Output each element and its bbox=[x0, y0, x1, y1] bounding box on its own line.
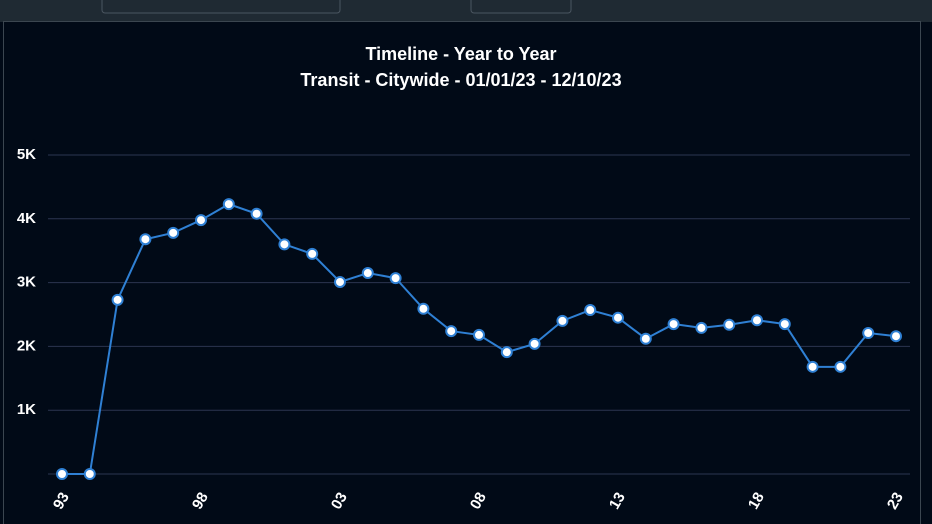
point bbox=[278, 238, 291, 251]
point bbox=[195, 214, 207, 227]
x-tick-label: 13 bbox=[606, 489, 629, 512]
point bbox=[222, 198, 235, 211]
x-tick-label: 98 bbox=[189, 489, 212, 512]
point bbox=[56, 468, 68, 480]
x-tick-label: 18 bbox=[745, 489, 768, 512]
point bbox=[473, 328, 485, 341]
dropdown[interactable] bbox=[101, 0, 341, 14]
point bbox=[445, 325, 458, 338]
point bbox=[584, 304, 597, 317]
y-tick-label: 1K bbox=[17, 401, 36, 418]
point bbox=[250, 207, 263, 220]
x-tick-label: 23 bbox=[884, 489, 907, 512]
x-tick-label: 08 bbox=[467, 489, 490, 512]
point bbox=[167, 226, 180, 239]
chart-subtitle: Transit - Citywide - 01/01/23 - 12/10/23 bbox=[300, 70, 621, 90]
y-tick-label: 5K bbox=[17, 146, 36, 163]
point bbox=[695, 321, 708, 334]
point bbox=[778, 318, 791, 331]
x-tick-label: 03 bbox=[328, 489, 351, 512]
y-tick-label: 2K bbox=[17, 337, 36, 354]
point bbox=[556, 314, 569, 327]
y-tick-label: 3K bbox=[17, 274, 36, 291]
point bbox=[306, 247, 319, 260]
point bbox=[111, 293, 124, 306]
button[interactable] bbox=[470, 0, 572, 14]
point bbox=[389, 272, 402, 285]
point bbox=[667, 318, 680, 331]
point bbox=[139, 233, 152, 246]
toolbar bbox=[0, 0, 932, 22]
y-tick-label: 4K bbox=[17, 210, 36, 227]
point bbox=[806, 360, 819, 373]
point bbox=[528, 337, 541, 350]
point bbox=[500, 346, 513, 359]
point bbox=[334, 275, 346, 288]
point bbox=[834, 360, 847, 373]
point bbox=[639, 332, 652, 345]
point bbox=[417, 302, 430, 315]
point bbox=[862, 327, 875, 340]
point bbox=[612, 311, 624, 324]
point bbox=[890, 330, 902, 343]
point bbox=[361, 267, 374, 280]
x-tick-label: 93 bbox=[50, 489, 73, 512]
point bbox=[723, 318, 736, 331]
point bbox=[751, 314, 763, 327]
point bbox=[83, 468, 96, 480]
panel-border bbox=[3, 21, 921, 524]
chart-title: Timeline - Year to Year bbox=[365, 44, 556, 64]
